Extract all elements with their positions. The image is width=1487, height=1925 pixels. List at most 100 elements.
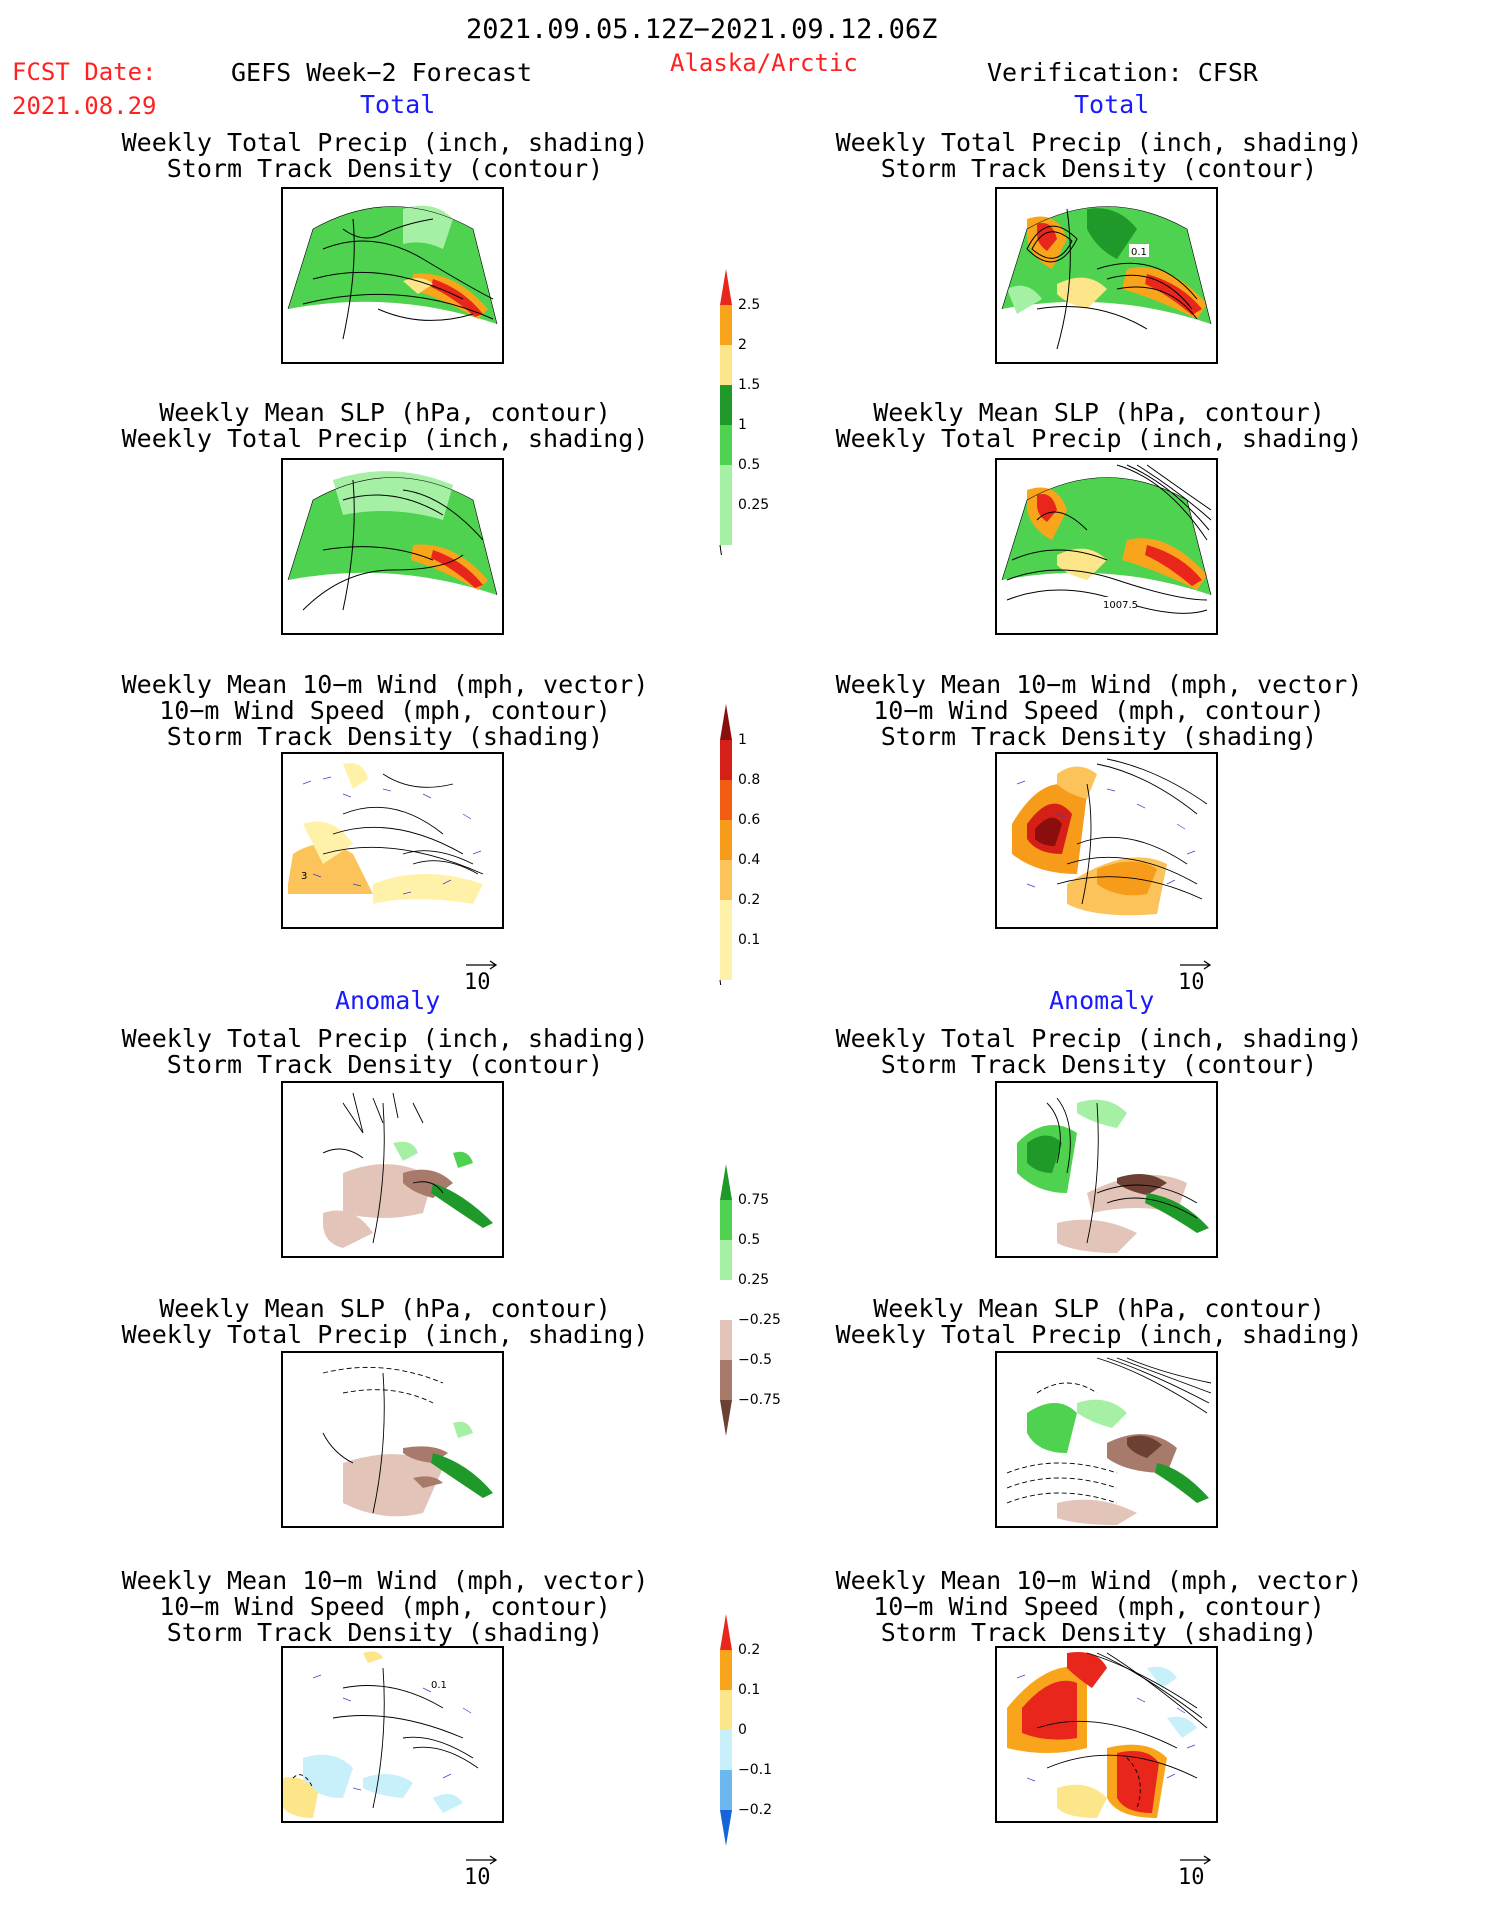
vector-reference-label: 10 xyxy=(464,970,491,995)
colorbar-tick-label: 0.5 xyxy=(738,457,760,473)
map-fcst-slp-precip-anomaly xyxy=(281,1351,504,1528)
colorbar-swatch xyxy=(720,305,732,345)
colorbar-tail xyxy=(719,979,722,985)
title-l3-line3: Storm Track Density (shading) xyxy=(166,722,604,751)
colorbar-tick-label: 0.8 xyxy=(738,772,760,788)
map-fcst-precip-track-anomaly xyxy=(281,1081,504,1258)
title-r2-line1: Weekly Mean SLP (hPa, contour) xyxy=(873,398,1325,427)
colorbar-tick-label: 1 xyxy=(738,732,747,748)
title-l5-line1: Weekly Mean SLP (hPa, contour) xyxy=(159,1294,611,1323)
title-l2-line2: Weekly Total Precip (inch, shading) xyxy=(121,424,649,453)
map-fcst-precip-track-total xyxy=(281,187,504,364)
section-anomaly-right: Anomaly xyxy=(1049,986,1155,1015)
title-r5-line2: Weekly Total Precip (inch, shading) xyxy=(835,1320,1363,1349)
colorbar-tick-label: 2.5 xyxy=(738,297,760,313)
map-obs-slp-precip-anomaly xyxy=(995,1351,1218,1528)
colorbar-precip-anomaly: 0.75 0.5 0.25 −0.25 −0.5 −0.75 xyxy=(720,1164,781,1436)
map-obs-wind-track-anomaly xyxy=(995,1646,1218,1823)
map-fcst-slp-precip-total xyxy=(281,458,504,635)
title-l6-line3: Storm Track Density (shading) xyxy=(166,1618,604,1647)
colorbar-tick-label: 0.2 xyxy=(738,1642,760,1658)
colorbar-bottom-triangle xyxy=(720,1810,732,1846)
map-label-fcst-wind-anom: 0.1 xyxy=(431,1680,447,1691)
colorbar-swatch xyxy=(720,1690,732,1730)
colorbar-swatch xyxy=(720,1280,732,1320)
model-title: GEFS Week−2 Forecast xyxy=(231,58,533,87)
map-obs-precip-track-anomaly xyxy=(995,1081,1218,1258)
section-anomaly-left: Anomaly xyxy=(335,986,441,1015)
title-l2-line1: Weekly Mean SLP (hPa, contour) xyxy=(159,398,611,427)
colorbar-top-triangle xyxy=(720,1164,732,1200)
colorbar-tick-label: 0.25 xyxy=(738,497,769,513)
vector-reference-label: 10 xyxy=(1178,1865,1205,1890)
colorbar-swatch xyxy=(720,1360,732,1400)
title-r4-line2: Storm Track Density (contour) xyxy=(880,1050,1318,1079)
colorbar-tick-label: 0.5 xyxy=(738,1232,760,1248)
title-l1-line1: Weekly Total Precip (inch, shading) xyxy=(121,128,649,157)
title-r1-line2: Storm Track Density (contour) xyxy=(880,154,1318,183)
colorbar-swatch xyxy=(720,465,732,505)
title-l3-line2: 10−m Wind Speed (mph, contour) xyxy=(159,696,611,725)
colorbar-swatch xyxy=(720,385,732,425)
vector-reference-arrow xyxy=(464,1852,504,1876)
colorbar-top-triangle xyxy=(720,269,732,305)
vector-reference-arrow xyxy=(464,957,504,981)
colorbar-tick-label: −0.2 xyxy=(738,1802,772,1818)
title-l6-line1: Weekly Mean 10−m Wind (mph, vector) xyxy=(121,1566,649,1595)
title-l6-line2: 10−m Wind Speed (mph, contour) xyxy=(159,1592,611,1621)
colorbar-swatch xyxy=(720,505,732,545)
colorbar-top-triangle xyxy=(720,1614,732,1650)
colorbar-tick-label: −0.5 xyxy=(738,1352,772,1368)
title-l4-line1: Weekly Total Precip (inch, shading) xyxy=(121,1024,649,1053)
colorbar-swatch xyxy=(720,345,732,385)
colorbar-swatch xyxy=(720,425,732,465)
colorbar-tick-label: 1.5 xyxy=(738,377,760,393)
map-obs-precip-track-total: 0.1 xyxy=(995,187,1218,364)
colorbar-precip-total: 2.5 2 1.5 1 0.5 0.25 xyxy=(719,269,769,555)
title-l3-line1: Weekly Mean 10−m Wind (mph, vector) xyxy=(121,670,649,699)
map-label-obs-track: 0.1 xyxy=(1131,247,1147,258)
colorbar-tick-label: 0.1 xyxy=(738,1682,760,1698)
vector-reference-label: 10 xyxy=(1178,970,1205,995)
colorbar-swatch xyxy=(720,820,732,860)
colorbar-tick-label: 2 xyxy=(738,337,747,353)
title-r6-line3: Storm Track Density (shading) xyxy=(880,1618,1318,1647)
colorbar-swatch xyxy=(720,1320,732,1360)
title-l1-line2: Storm Track Density (contour) xyxy=(166,154,604,183)
title-r3-line2: 10−m Wind Speed (mph, contour) xyxy=(873,696,1325,725)
vector-reference-arrow xyxy=(1178,1852,1218,1876)
colorbar-swatch xyxy=(720,860,732,900)
title-r6-line2: 10−m Wind Speed (mph, contour) xyxy=(873,1592,1325,1621)
colorbar-swatch xyxy=(720,1730,732,1770)
map-fcst-wind-track-total: 3 xyxy=(281,752,504,929)
map-label-fcst-wind: 3 xyxy=(301,871,307,882)
map-label-obs-slp: 1007.5 xyxy=(1103,600,1138,611)
fcst-date-label: FCST Date: xyxy=(12,58,157,86)
map-obs-wind-track-total xyxy=(995,752,1218,929)
colorbar-swatch xyxy=(720,900,732,940)
colorbar-tail xyxy=(719,544,722,555)
colorbar-swatch xyxy=(720,780,732,820)
vector-reference-arrow xyxy=(1178,957,1218,981)
colorbar-swatch xyxy=(720,740,732,780)
colorbar-track-density-total: 1 0.8 0.6 0.4 0.2 0.1 xyxy=(719,704,760,985)
period-title: 2021.09.05.12Z−2021.09.12.06Z xyxy=(466,14,938,45)
title-r1-line1: Weekly Total Precip (inch, shading) xyxy=(835,128,1363,157)
title-r3-line1: Weekly Mean 10−m Wind (mph, vector) xyxy=(835,670,1363,699)
colorbar-tick-label: −0.75 xyxy=(738,1392,781,1408)
colorbar-tick-label: 0.25 xyxy=(738,1272,769,1288)
colorbar-tick-label: 0.4 xyxy=(738,852,760,868)
colorbar-tick-label: 0 xyxy=(738,1722,747,1738)
colorbar-swatch xyxy=(720,1650,732,1690)
colorbar-tick-label: 0.2 xyxy=(738,892,760,908)
map-obs-slp-precip-total: 1007.5 xyxy=(995,458,1218,635)
region-title: Alaska/Arctic xyxy=(670,49,858,77)
title-r6-line1: Weekly Mean 10−m Wind (mph, vector) xyxy=(835,1566,1363,1595)
verification-title: Verification: CFSR xyxy=(987,58,1258,87)
section-total-right: Total xyxy=(1074,90,1150,119)
colorbar-tick-label: −0.25 xyxy=(738,1312,781,1328)
title-l4-line2: Storm Track Density (contour) xyxy=(166,1050,604,1079)
fcst-date-value: 2021.08.29 xyxy=(12,92,157,120)
colorbar-swatch xyxy=(720,940,732,980)
colorbar-top-triangle xyxy=(720,704,732,740)
